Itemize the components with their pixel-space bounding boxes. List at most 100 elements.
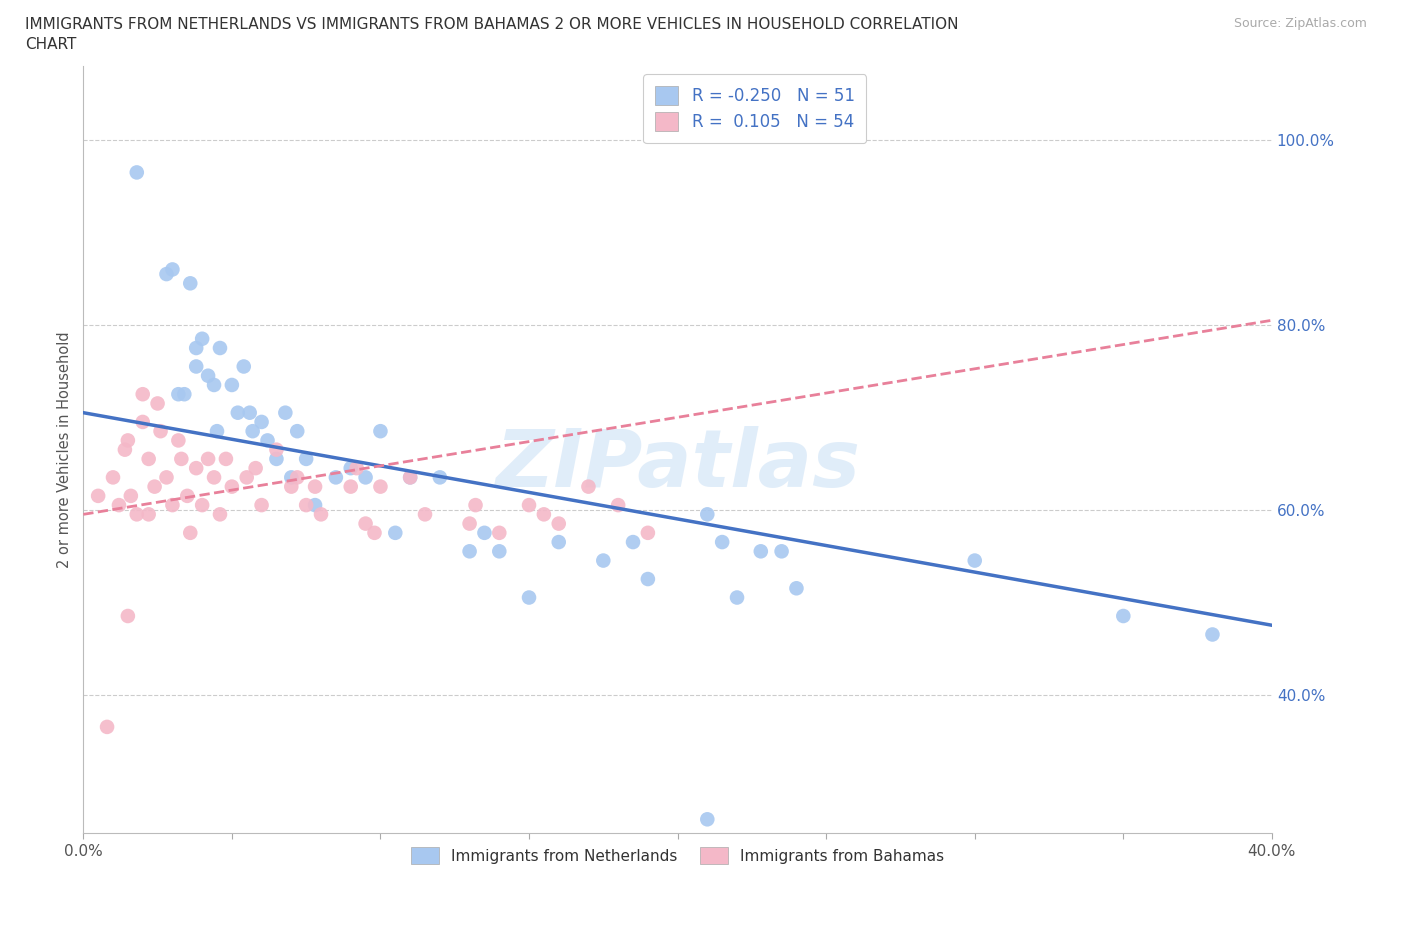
Point bbox=[138, 451, 160, 466]
Point bbox=[250, 498, 273, 512]
Point bbox=[179, 276, 201, 291]
Point bbox=[146, 396, 169, 411]
Point bbox=[132, 415, 155, 430]
Point bbox=[114, 443, 136, 458]
Point bbox=[280, 479, 302, 494]
Point bbox=[399, 470, 422, 485]
Point bbox=[266, 443, 288, 458]
Legend: Immigrants from Netherlands, Immigrants from Bahamas: Immigrants from Netherlands, Immigrants … bbox=[404, 840, 952, 871]
Point bbox=[696, 812, 718, 827]
Point bbox=[637, 572, 659, 587]
Point bbox=[239, 405, 262, 420]
Point bbox=[346, 460, 368, 475]
Point bbox=[232, 359, 254, 374]
Point bbox=[125, 165, 148, 179]
Point bbox=[785, 581, 807, 596]
Point bbox=[226, 405, 249, 420]
Point bbox=[533, 507, 555, 522]
Point bbox=[637, 525, 659, 540]
Point bbox=[749, 544, 772, 559]
Point bbox=[474, 525, 496, 540]
Point bbox=[155, 470, 177, 485]
Point bbox=[458, 516, 481, 531]
Text: Source: ZipAtlas.com: Source: ZipAtlas.com bbox=[1233, 17, 1367, 30]
Point bbox=[250, 415, 273, 430]
Point bbox=[1201, 627, 1223, 642]
Point bbox=[87, 488, 110, 503]
Point bbox=[167, 433, 190, 448]
Point bbox=[399, 470, 422, 485]
Point bbox=[304, 498, 326, 512]
Point bbox=[132, 387, 155, 402]
Point bbox=[176, 488, 198, 503]
Point bbox=[592, 553, 614, 568]
Point bbox=[170, 451, 193, 466]
Point bbox=[339, 479, 361, 494]
Point bbox=[96, 720, 118, 735]
Point bbox=[186, 460, 208, 475]
Point bbox=[963, 553, 986, 568]
Point bbox=[488, 525, 510, 540]
Point bbox=[339, 460, 361, 475]
Point bbox=[488, 544, 510, 559]
Point bbox=[696, 507, 718, 522]
Point bbox=[413, 507, 436, 522]
Point bbox=[215, 451, 238, 466]
Point bbox=[429, 470, 451, 485]
Point bbox=[711, 535, 734, 550]
Y-axis label: 2 or more Vehicles in Household: 2 or more Vehicles in Household bbox=[58, 331, 72, 568]
Point bbox=[363, 525, 385, 540]
Point bbox=[304, 479, 326, 494]
Point bbox=[384, 525, 406, 540]
Text: IMMIGRANTS FROM NETHERLANDS VS IMMIGRANTS FROM BAHAMAS 2 OR MORE VEHICLES IN HOU: IMMIGRANTS FROM NETHERLANDS VS IMMIGRANT… bbox=[25, 17, 959, 32]
Point bbox=[221, 378, 243, 392]
Point bbox=[370, 424, 392, 439]
Point bbox=[458, 544, 481, 559]
Point bbox=[285, 470, 308, 485]
Point bbox=[295, 451, 318, 466]
Point bbox=[370, 479, 392, 494]
Point bbox=[202, 378, 225, 392]
Point bbox=[547, 516, 569, 531]
Point bbox=[149, 424, 172, 439]
Point bbox=[770, 544, 793, 559]
Point bbox=[191, 331, 214, 346]
Point bbox=[155, 267, 177, 282]
Point bbox=[117, 433, 139, 448]
Point bbox=[266, 451, 288, 466]
Point bbox=[162, 262, 184, 277]
Point bbox=[202, 470, 225, 485]
Point bbox=[578, 479, 600, 494]
Point bbox=[607, 498, 630, 512]
Point bbox=[325, 470, 347, 485]
Point bbox=[191, 498, 214, 512]
Point bbox=[179, 525, 201, 540]
Point bbox=[205, 424, 228, 439]
Point bbox=[221, 479, 243, 494]
Point bbox=[621, 535, 644, 550]
Point bbox=[208, 340, 231, 355]
Point bbox=[162, 498, 184, 512]
Point bbox=[197, 368, 219, 383]
Point bbox=[125, 507, 148, 522]
Point bbox=[120, 488, 142, 503]
Point bbox=[274, 405, 297, 420]
Point bbox=[108, 498, 131, 512]
Point bbox=[295, 498, 318, 512]
Point bbox=[725, 590, 748, 604]
Point bbox=[517, 590, 540, 604]
Point bbox=[354, 470, 377, 485]
Point bbox=[285, 424, 308, 439]
Text: ZIPatlas: ZIPatlas bbox=[495, 426, 860, 504]
Point bbox=[117, 608, 139, 623]
Point bbox=[101, 470, 124, 485]
Point bbox=[167, 387, 190, 402]
Point bbox=[256, 433, 278, 448]
Point bbox=[138, 507, 160, 522]
Point bbox=[1112, 608, 1135, 623]
Point bbox=[309, 507, 332, 522]
Point bbox=[464, 498, 486, 512]
Point bbox=[242, 424, 264, 439]
Point bbox=[517, 498, 540, 512]
Text: CHART: CHART bbox=[25, 37, 77, 52]
